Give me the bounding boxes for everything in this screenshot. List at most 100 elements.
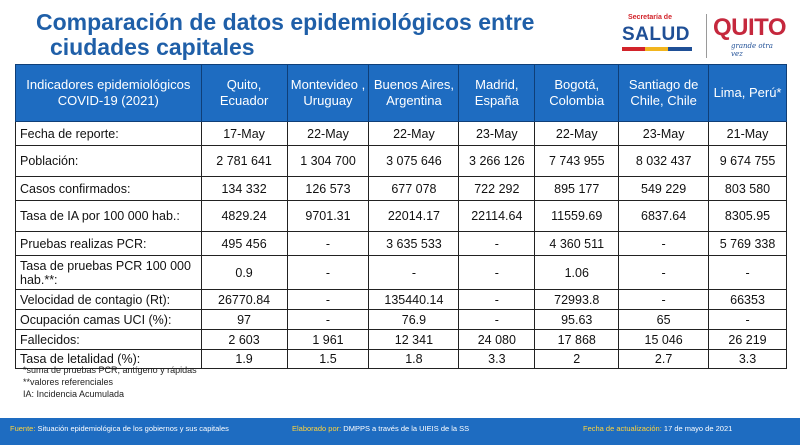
table-cell: 22-May (368, 121, 460, 146)
table-row: Casos confirmados: 134 332 126 573 677 0… (15, 176, 787, 201)
table-cell: 4 360 511 (534, 231, 620, 256)
table-cell: - (618, 289, 710, 310)
table-cell: - (708, 309, 787, 330)
footnote: IA: Incidencia Acumulada (23, 389, 125, 399)
table-row: Tasa de pruebas PCR 100 000 hab.**: 0.9 … (15, 255, 787, 290)
table-cell: 24 080 (458, 329, 536, 350)
header-city: Madrid, España (458, 64, 536, 122)
footer-author-key: Elaborado por: (292, 424, 342, 433)
footnotes: *suma de pruebas PCR, antígeno y rápidas… (23, 364, 197, 400)
table-cell: 677 078 (368, 176, 460, 201)
table-cell: 22014.17 (368, 200, 460, 232)
header-city: Santiago de Chile, Chile (618, 64, 710, 122)
table-cell: 5 769 338 (708, 231, 787, 256)
title-line-2: ciudades capitales (50, 34, 255, 60)
table-cell: 8305.95 (708, 200, 787, 232)
row-label: Pruebas realizas PCR: (15, 231, 202, 256)
table-cell: 2.7 (618, 349, 710, 369)
logos: Secretaría de SALUD QUITO grande otra ve… (616, 14, 787, 58)
table-cell: 3.3 (708, 349, 787, 369)
table-cell: 23-May (458, 121, 536, 146)
row-label: Tasa de IA por 100 000 hab.: (15, 200, 202, 232)
table-cell: 22-May (286, 121, 370, 146)
header-city: Buenos Aires, Argentina (368, 64, 460, 122)
title-line-1: Comparación de datos epidemiológicos ent… (36, 9, 535, 35)
row-label: Ocupación camas UCI (%): (15, 309, 202, 330)
table-cell: - (458, 255, 536, 290)
table-cell: 17-May (200, 121, 288, 146)
row-label: Velocidad de contagio (Rt): (15, 289, 202, 310)
table-cell: - (286, 309, 370, 330)
salud-logo-bar (622, 47, 692, 51)
footer-date-key: Fecha de actualización: (583, 424, 662, 433)
table-cell: 26770.84 (200, 289, 288, 310)
table-cell: 9701.31 (286, 200, 370, 232)
table-cell: 23-May (618, 121, 710, 146)
table-cell: 15 046 (618, 329, 710, 350)
table-cell: 1 304 700 (286, 145, 370, 177)
table-cell: - (618, 255, 710, 290)
table-row: Fallecidos: 2 603 1 961 12 341 24 080 17… (15, 329, 787, 350)
row-label: Tasa de letalidad (%): (15, 349, 202, 369)
footer-source-value: Situación epidemiológica de los gobierno… (37, 424, 229, 433)
footer-author: Elaborado por: DMPPS a través de la UIEI… (292, 424, 469, 433)
table-row: Fecha de reporte: 17-May 22-May 22-May 2… (15, 121, 787, 146)
table-cell: 134 332 (200, 176, 288, 201)
table-cell: 2 (534, 349, 620, 369)
table-cell: 12 341 (368, 329, 460, 350)
table-cell: 495 456 (200, 231, 288, 256)
table-cell: - (286, 255, 370, 290)
quito-logo: QUITO grande otra vez (706, 14, 787, 58)
footnote: **valores referenciales (23, 377, 114, 387)
table-cell: 1.8 (368, 349, 460, 369)
table-cell: 66353 (708, 289, 787, 310)
table-cell: 1.06 (534, 255, 620, 290)
salud-logo-secretaria: Secretaría de (628, 14, 672, 21)
table-cell: 21-May (708, 121, 787, 146)
table-cell: - (458, 231, 536, 256)
table-row: Ocupación camas UCI (%): 97 - 76.9 - 95.… (15, 309, 787, 330)
table-cell: 2 781 641 (200, 145, 288, 177)
table-cell: - (368, 255, 460, 290)
table-cell: - (458, 309, 536, 330)
table-row: Pruebas realizas PCR: 495 456 - 3 635 53… (15, 231, 787, 256)
table-cell: 2 603 (200, 329, 288, 350)
table-cell: 3.3 (458, 349, 536, 369)
table-cell: - (618, 231, 710, 256)
table-cell: 11559.69 (534, 200, 620, 232)
row-label: Tasa de pruebas PCR 100 000 hab.**: (15, 255, 202, 290)
table-cell: 1.5 (286, 349, 370, 369)
table-row: Población: 2 781 641 1 304 700 3 075 646… (15, 145, 787, 177)
table-cell: 722 292 (458, 176, 536, 201)
table-row: Tasa de IA por 100 000 hab.: 4829.24 970… (15, 200, 787, 232)
row-label: Fallecidos: (15, 329, 202, 350)
salud-logo-word: SALUD (622, 24, 690, 45)
footer-bar: Fuente: Situación epidemiológica de los … (0, 418, 800, 445)
table-cell: 0.9 (200, 255, 288, 290)
epidemiological-table: Indicadores epidemiológicos COVID-19 (20… (15, 64, 787, 369)
table-cell: 65 (618, 309, 710, 330)
table-cell: 3 075 646 (368, 145, 460, 177)
row-label: Casos confirmados: (15, 176, 202, 201)
header-indicator: Indicadores epidemiológicos COVID-19 (20… (15, 64, 202, 122)
secretaria-salud-logo: Secretaría de SALUD (616, 14, 698, 58)
footer-date-value: 17 de mayo de 2021 (663, 424, 733, 433)
table-cell: 126 573 (286, 176, 370, 201)
table-cell: 9 674 755 (708, 145, 787, 177)
table-cell: - (286, 231, 370, 256)
footer-author-value: DMPPS a través de la UIEIS de la SS (343, 424, 470, 433)
table-row: Velocidad de contagio (Rt): 26770.84 - 1… (15, 289, 787, 310)
table-cell: 97 (200, 309, 288, 330)
table-cell: 6837.64 (618, 200, 710, 232)
footer-source-key: Fuente: (10, 424, 36, 433)
table-cell: - (458, 289, 536, 310)
table-cell: 76.9 (368, 309, 460, 330)
table-cell: 803 580 (708, 176, 787, 201)
page-title: Comparación de datos epidemiológicos ent… (36, 10, 576, 60)
header-city: Lima, Perú* (708, 64, 787, 122)
table-cell: 135440.14 (368, 289, 460, 310)
header-city: Quito, Ecuador (200, 64, 288, 122)
footnote: *suma de pruebas PCR, antígeno y rápidas (23, 365, 197, 375)
table-header-row: Indicadores epidemiológicos COVID-19 (20… (15, 64, 787, 122)
table-cell: 22-May (534, 121, 620, 146)
